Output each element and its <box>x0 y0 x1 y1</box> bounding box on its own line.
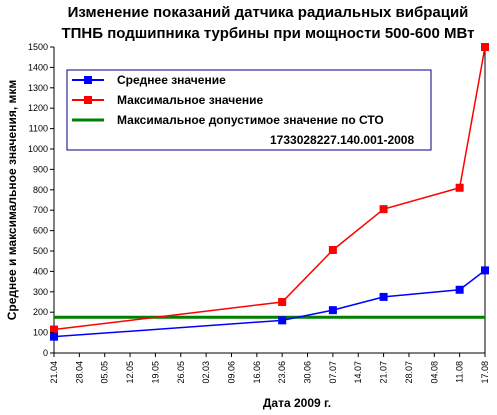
series-mean-line <box>53 269 486 338</box>
legend-item-limit: Максимальное допустимое значение по СТО <box>72 113 384 127</box>
x-tick-label: 14.07 <box>353 361 363 384</box>
plot-area <box>53 47 486 354</box>
series-mean-point <box>278 316 287 325</box>
x-tick-label: 12.05 <box>125 361 135 384</box>
x-tick-label: 17.08 <box>480 361 490 384</box>
chart-title-line1: Изменение показаний датчика радиальных в… <box>68 4 469 21</box>
y-tick-label: 300 <box>33 287 48 297</box>
legend-label-max: Максимальное значение <box>117 93 264 107</box>
series-mean-point <box>328 306 337 315</box>
x-tick-label: 02.03 <box>201 361 211 384</box>
x-tick-label: 04.08 <box>429 361 439 384</box>
y-tick-label: 0 <box>43 348 48 358</box>
series-max-point <box>278 298 287 306</box>
series-layer <box>50 43 489 341</box>
y-tick-label: 400 <box>33 266 48 276</box>
y-tick-label: 500 <box>33 246 48 256</box>
legend-label-mean: Среднее значение <box>117 73 226 87</box>
y-tick-label: 800 <box>33 185 48 195</box>
series-max-line <box>53 46 486 331</box>
legend-box <box>66 69 432 151</box>
y-axis-title: Среднее и максимальное значения, мкм <box>5 80 19 321</box>
x-tick-label: 30.06 <box>303 361 313 384</box>
legend-marker-mean <box>84 76 92 84</box>
x-tick-label: 07.07 <box>328 361 338 384</box>
y-tick-label: 1100 <box>29 124 48 134</box>
legend-marker-max <box>84 96 92 104</box>
x-tick-label: 21.07 <box>379 361 389 384</box>
x-tick-label: 09.06 <box>226 361 236 384</box>
series-mean-point <box>379 292 388 301</box>
x-tick-label: 28.04 <box>74 361 84 384</box>
series-max-point <box>50 325 58 334</box>
y-tick-label: 1400 <box>28 62 48 72</box>
x-tick-label: 28.07 <box>404 361 414 384</box>
series-max-point <box>481 43 489 51</box>
y-axis-ticks: 0 100 200 300 400 500 600 700 800 900 1000 1100 1200… <box>28 42 54 358</box>
series-max-point <box>328 245 337 254</box>
y-tick-label: 900 <box>33 164 48 174</box>
legend-item-mean: Среднее значение <box>72 73 226 87</box>
y-tick-label: 1300 <box>28 83 48 93</box>
x-axis-ticks: 21.04 28.04 05.05 12.05 19.05 26.05 02.03 09.06… <box>49 353 490 384</box>
x-tick-label: 21.04 <box>49 361 59 384</box>
y-tick-label: 1200 <box>28 103 48 113</box>
series-max-point <box>379 205 388 214</box>
legend-note: 1733028227.140.001-2008 <box>270 133 414 147</box>
series-max-point <box>455 183 464 192</box>
x-tick-label: 26.05 <box>176 361 186 384</box>
y-tick-label: 1500 <box>28 42 48 52</box>
chart-title-line2: ТПНБ подшипника турбины при мощности 500… <box>61 25 474 42</box>
series-mean-point <box>50 332 58 341</box>
series-mean-point <box>455 285 464 294</box>
x-tick-label: 19.05 <box>150 361 160 384</box>
x-tick-label: 11.08 <box>455 361 465 383</box>
x-tick-label: 23.06 <box>277 361 287 384</box>
y-tick-label: 600 <box>33 226 48 236</box>
x-axis-title: Дата 2009 г. <box>263 396 331 410</box>
y-tick-label: 200 <box>33 307 48 317</box>
legend: Среднее значение Максимальное значение М… <box>66 69 432 151</box>
y-tick-label: 1000 <box>28 144 48 154</box>
legend-label-limit: Максимальное допустимое значение по СТО <box>117 113 384 127</box>
series-mean-point <box>481 266 489 275</box>
x-tick-label: 05.05 <box>100 361 110 384</box>
legend-item-max: Максимальное значение <box>72 93 264 107</box>
y-tick-label: 700 <box>33 205 48 215</box>
x-tick-label: 16.06 <box>252 361 262 384</box>
y-tick-label: 100 <box>33 328 48 338</box>
